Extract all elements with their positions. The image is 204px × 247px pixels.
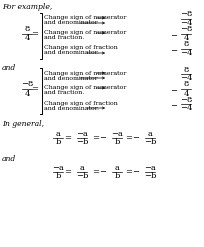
Text: 4: 4 (24, 89, 30, 98)
Text: −4: −4 (180, 104, 192, 112)
Text: −8: −8 (180, 11, 192, 19)
Text: −b: −b (144, 172, 156, 181)
Text: and fraction.: and fraction. (44, 90, 84, 96)
Text: −4: −4 (180, 20, 192, 27)
Text: 8: 8 (183, 41, 189, 48)
Text: −: − (171, 32, 177, 40)
Text: Change sign of fraction: Change sign of fraction (44, 101, 118, 105)
Text: 8: 8 (183, 81, 189, 88)
Text: and fraction.: and fraction. (44, 36, 84, 41)
Text: =: = (92, 134, 100, 142)
Text: Change sign of fraction: Change sign of fraction (44, 45, 118, 50)
Text: b: b (114, 172, 120, 181)
Text: =: = (92, 168, 100, 176)
Text: and: and (2, 64, 16, 72)
Text: b: b (55, 139, 61, 146)
Text: 4: 4 (183, 89, 189, 98)
Text: =: = (125, 168, 133, 176)
Text: −b: −b (76, 139, 88, 146)
Text: b: b (55, 172, 61, 181)
Text: −: − (133, 168, 140, 176)
Text: 4: 4 (183, 35, 189, 42)
Text: −8: −8 (21, 81, 33, 88)
Text: =: = (125, 134, 133, 142)
Text: a: a (80, 164, 84, 171)
Text: a: a (115, 164, 119, 171)
Text: −8: −8 (180, 25, 192, 34)
Text: −a: −a (111, 129, 123, 138)
Text: a: a (55, 129, 60, 138)
Text: b: b (114, 139, 120, 146)
Text: For example,: For example, (2, 3, 52, 11)
Text: Change sign of numerator: Change sign of numerator (44, 85, 126, 90)
Text: =: = (31, 85, 39, 93)
Text: −a: −a (144, 164, 156, 171)
Text: 8: 8 (183, 65, 189, 74)
Text: −: − (171, 87, 177, 95)
Text: −4: −4 (180, 75, 192, 82)
Text: 8: 8 (24, 25, 30, 34)
Text: −: − (133, 134, 140, 142)
Text: Change sign of numerator: Change sign of numerator (44, 16, 126, 21)
Text: and denominator.: and denominator. (44, 50, 99, 56)
Text: =: = (31, 30, 39, 38)
Text: a: a (147, 129, 152, 138)
Text: =: = (64, 168, 71, 176)
Text: Change sign of numerator: Change sign of numerator (44, 30, 126, 36)
Text: −: − (171, 47, 177, 55)
Text: −b: −b (144, 139, 156, 146)
Text: −a: −a (52, 164, 64, 171)
Text: =: = (64, 134, 71, 142)
Text: −4: −4 (180, 49, 192, 58)
Text: −: − (100, 168, 106, 176)
Text: −a: −a (76, 129, 88, 138)
Text: and: and (2, 155, 16, 163)
Text: and denominator.: and denominator. (44, 105, 99, 110)
Text: Change sign of numerator: Change sign of numerator (44, 70, 126, 76)
Text: −: − (171, 102, 177, 110)
Text: and denominator: and denominator (44, 21, 98, 25)
Text: −b: −b (76, 172, 88, 181)
Text: and denominator: and denominator (44, 76, 98, 81)
Text: −: − (100, 134, 106, 142)
Text: 4: 4 (24, 35, 30, 42)
Text: −8: −8 (180, 96, 192, 103)
Text: In general,: In general, (2, 120, 44, 128)
